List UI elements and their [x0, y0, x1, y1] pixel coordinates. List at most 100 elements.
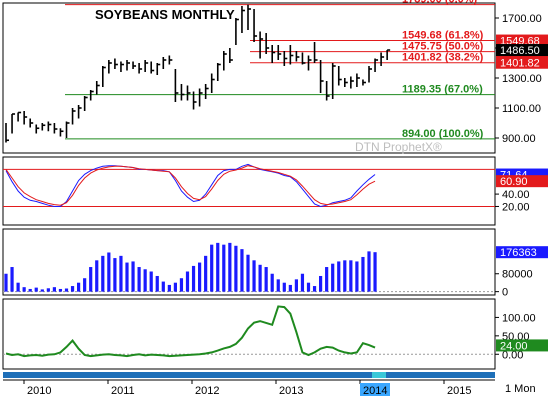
- volume-bar: [143, 269, 147, 292]
- volume-bar: [264, 267, 268, 292]
- volume-bar: [70, 286, 75, 292]
- stochastic-axis-tag: [496, 175, 548, 188]
- stochastic-panel-frame: [2, 156, 496, 226]
- oscillator-axis-tag-label: 24.00: [500, 340, 528, 352]
- oscillator-line: [5, 305, 376, 358]
- stochastic-line: [5, 165, 376, 206]
- price-watermark: DTN ProphetX®: [355, 140, 442, 154]
- oscillator-panel-frame: [2, 298, 496, 370]
- volume-bar: [319, 275, 323, 292]
- time-label: 2011: [111, 385, 135, 397]
- volume-bar: [28, 288, 32, 292]
- stochastic-axis-tick-label: 40.00: [502, 189, 530, 201]
- volume-bars: [3, 242, 495, 293]
- volume-bar: [222, 244, 226, 292]
- time-scrollbar[interactable]: [3, 372, 495, 378]
- volume-bar: [331, 263, 335, 292]
- volume-bar: [137, 267, 141, 292]
- price-axis-tick-label: 1700.00: [502, 13, 542, 25]
- fib-level-label: 1475.75 (50.0%): [402, 41, 484, 53]
- time-label: 2015: [447, 385, 471, 397]
- stochastic-levels: [3, 168, 495, 207]
- volume-bar: [131, 261, 135, 292]
- volume-bar: [155, 275, 159, 292]
- volume-bar: [95, 260, 99, 292]
- volume-bar: [240, 249, 244, 292]
- stochastic-line: [5, 163, 376, 208]
- stochastic-axis-tag-label: 60.90: [500, 176, 528, 188]
- volume-bar: [119, 255, 123, 292]
- volume-bar: [4, 273, 8, 292]
- volume-bar: [210, 244, 214, 292]
- volume-bar: [300, 273, 305, 292]
- volume-bar: [52, 287, 56, 292]
- volume-bar: [125, 262, 129, 292]
- volume-bar: [294, 279, 298, 292]
- volume-panel: 0 80000 176363: [2, 228, 548, 299]
- oscillator-lines: [3, 305, 495, 358]
- volume-bar: [185, 271, 190, 292]
- last-price-tag-label: 1486.50: [500, 45, 540, 57]
- fib-level-label: 1789.00 (0.0%): [402, 0, 478, 6]
- volume-bar: [252, 260, 256, 292]
- volume-bar: [216, 242, 220, 292]
- volume-bar: [258, 264, 262, 292]
- volume-bar: [46, 288, 50, 292]
- volume-bar: [198, 262, 202, 292]
- volume-axis-tick-label: 80000: [502, 269, 533, 281]
- price-axis: 900.001100.001300.001500.001700.001549.6…: [495, 13, 548, 145]
- volume-bar: [367, 251, 371, 292]
- volume-axis-tick-label: 0: [502, 287, 508, 299]
- volume-bar: [16, 282, 20, 292]
- price-axis-tick-label: 1100.00: [502, 103, 541, 115]
- oscillator-axis-tag: [496, 339, 548, 352]
- volume-bar: [34, 287, 38, 292]
- time-scrollbar-thumb[interactable]: [372, 372, 386, 378]
- fib-level-label: 894.00 (100.0%): [402, 128, 484, 140]
- volume-axis: 0 80000 176363: [495, 246, 548, 299]
- fib-level-label: 1549.68 (61.8%): [402, 30, 484, 42]
- time-label-highlight: [360, 383, 390, 396]
- volume-bar: [64, 288, 69, 292]
- price-axis-tick-label: 900.00: [502, 133, 536, 145]
- volume-bar: [83, 278, 87, 292]
- oscillator-axis-tick-label: 0.00: [502, 349, 523, 361]
- volume-bar: [246, 254, 250, 292]
- volume-bar: [349, 260, 353, 292]
- volume-bar: [343, 260, 347, 292]
- volume-axis-tag-label: 176363: [500, 247, 537, 259]
- price-panel: 1789.00 (0.0%) 1549.68 (61.8%)1475.75 (50…: [2, 0, 548, 154]
- fib-level-label: 1401.82 (38.2%): [402, 52, 484, 64]
- volume-bar: [337, 261, 341, 292]
- volume-axis-tag: [496, 246, 548, 259]
- price-fib-levels: 1789.00 (0.0%) 1549.68 (61.8%)1475.75 (50…: [65, 0, 495, 140]
- price-axis-tick-label: 1300.00: [502, 73, 542, 85]
- price-panel-frame: [2, 2, 496, 154]
- volume-bar: [282, 282, 286, 292]
- time-label: 2012: [195, 385, 219, 397]
- volume-bar: [173, 282, 177, 292]
- volume-bar: [373, 252, 377, 292]
- stochastic-lines: [5, 163, 376, 208]
- price-axis-tag: [496, 56, 548, 69]
- volume-bar: [58, 288, 63, 292]
- volume-bar: [167, 284, 171, 292]
- last-price-tag: [496, 44, 548, 57]
- volume-bar: [228, 242, 232, 292]
- volume-bar: [107, 252, 111, 292]
- volume-bar: [270, 273, 274, 292]
- volume-bar: [113, 258, 117, 292]
- stochastic-axis-tick-label: 20.00: [502, 201, 530, 213]
- volume-bar: [22, 287, 26, 292]
- time-label: 2014: [363, 385, 387, 397]
- volume-bar: [276, 279, 280, 292]
- volume-bar: [101, 255, 105, 292]
- price-title: SOYBEANS MONTHLY: [95, 7, 235, 22]
- volume-bar: [204, 255, 208, 292]
